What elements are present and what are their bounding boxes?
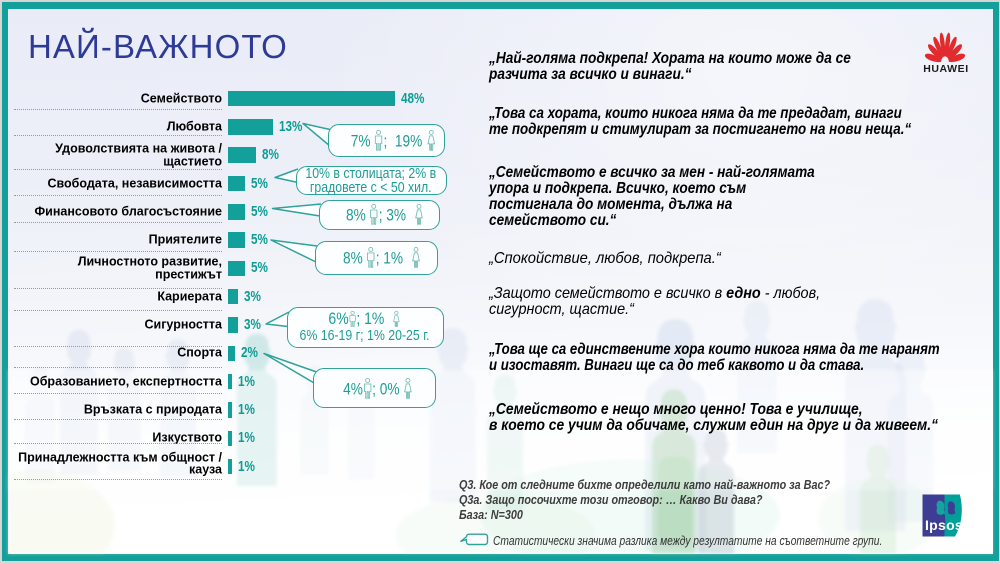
svg-text:Ipsos: Ipsos <box>925 517 963 533</box>
